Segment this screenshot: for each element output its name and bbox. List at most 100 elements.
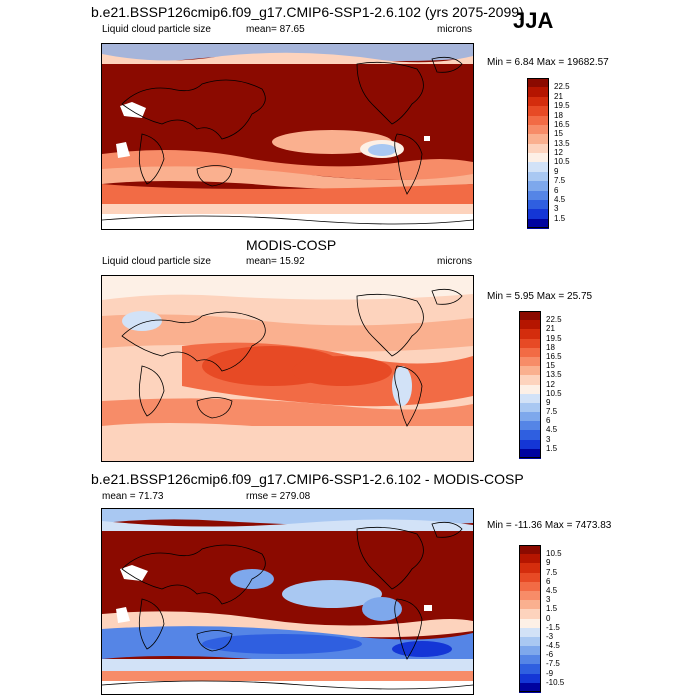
colorbar-swatch [519,448,541,459]
colorbar-tick-label: 15 [546,361,555,371]
colorbar-swatch [527,96,549,107]
colorbar-swatch [519,375,541,385]
colorbar-tick-label: 22.5 [546,315,562,325]
panel3-mean-label: mean = 71.73 [102,491,164,502]
colorbar-tick-label: 9 [546,558,551,568]
panel2-minmax: Min = 5.95 Max = 25.75 [487,291,593,302]
panel1-colorbar-frame [527,78,549,228]
colorbar-swatch [519,572,541,583]
panel3-colorbar: 10.5 9 7.5 6 4.5 3 1.5 0 -1.5 -3 -4.5 -6 -7.5 -9 -10.5 [519,545,579,693]
colorbar-swatch [519,682,541,693]
colorbar-swatch [519,421,541,431]
colorbar-tick-label: 0 [546,613,551,623]
colorbar-tick-label: 21 [546,324,555,334]
colorbar-swatch [519,347,541,358]
colorbar-swatch [527,124,549,135]
panel1-map-svg [102,44,473,229]
colorbar-tick-label: 6 [546,416,551,426]
colorbar-tick-label: 10.5 [546,388,562,398]
colorbar-tick-label: 13.5 [554,138,570,148]
colorbar-swatch [527,78,549,88]
panel3-map-svg [102,509,473,694]
panel1-left-label: Liquid cloud particle size [102,24,211,35]
colorbar-tick-label: 12 [554,148,563,157]
panel2-colorbar-frame [519,311,541,458]
colorbar-swatch [519,563,541,574]
colorbar-swatch [527,171,549,182]
colorbar-tick-label: 3 [546,595,551,605]
colorbar-tick-label: 4.5 [546,425,558,435]
colorbar-swatch [527,106,549,116]
panel3-colorbar-frame [519,545,541,692]
colorbar-swatch [519,655,541,665]
colorbar-tick-label: 1.5 [554,213,566,223]
colorbar-tick-label: 19.5 [546,333,562,343]
colorbar-tick-label: 6 [554,185,559,195]
colorbar-swatch [519,320,541,330]
panel1-colorbar: 22.5 21 19.5 18 16.5 15 13.5 12 10.5 9 7.5 6 4.5 3 1.5 [527,78,587,229]
colorbar-swatch [519,384,541,395]
colorbar-tick-label: 1.5 [546,443,558,453]
colorbar-tick-label: 10.5 [546,549,562,559]
colorbar-tick-label: 18 [554,110,563,120]
colorbar-swatch [519,646,541,656]
colorbar-tick-label: -1.5 [546,622,560,632]
colorbar-tick-label: 7.5 [546,567,558,577]
colorbar-swatch [519,636,541,647]
colorbar-tick-label: 16.5 [554,119,570,129]
colorbar-swatch [519,600,541,610]
colorbar-swatch [519,545,541,555]
colorbar-tick-label: 3 [546,434,551,444]
colorbar-swatch [519,554,541,564]
colorbar-tick-label: 4.5 [554,194,566,204]
panel1-map [101,43,474,230]
panel2-colorbar: 22.5 21 19.5 18 16.5 15 13.5 12 10.5 9 7.5 6 4.5 3 1.5 [519,311,579,459]
colorbar-tick-label: 6 [546,576,551,586]
colorbar-swatch [527,143,549,154]
panel2-left-label: Liquid cloud particle size [102,256,211,267]
panel2-units-label: microns [437,256,473,267]
colorbar-swatch [527,134,549,145]
panel1-title: b.e21.BSSP126cmip6.f09_g17.CMIP6-SSP1-2.… [91,4,524,20]
colorbar-swatch [519,664,541,675]
colorbar-tick-label: 7.5 [546,407,558,417]
colorbar-swatch [527,162,549,173]
panel3-minmax: Min = -11.36 Max = 7473.83 [487,520,612,531]
colorbar-swatch [527,218,549,229]
panel1-minmax: Min = 6.84 Max = 19682.57 [487,57,609,68]
panel3-title: b.e21.BSSP126cmip6.f09_g17.CMIP6-SSP1-2.… [91,471,524,487]
colorbar-tick-label: -7.5 [546,659,560,669]
colorbar-swatch [519,366,541,376]
colorbar-swatch [519,618,541,629]
colorbar-tick-label: -3 [546,631,554,641]
colorbar-swatch [519,439,541,450]
colorbar-tick-label: -9 [546,668,554,678]
colorbar-swatch [527,87,549,98]
colorbar-swatch [527,115,549,126]
colorbar-tick-label: 16.5 [546,351,562,361]
colorbar-swatch [519,311,541,321]
panel2-map-svg [102,276,473,461]
panel1-mean-label: mean= 87.65 [246,24,305,35]
colorbar-tick-label: 15 [554,129,563,139]
colorbar-swatch [519,609,541,619]
colorbar-tick-label: -6 [546,650,554,660]
colorbar-tick-label: 9 [554,166,559,176]
panel3-map [101,508,474,695]
colorbar-swatch [519,627,541,638]
colorbar-tick-label: 4.5 [546,585,558,595]
colorbar-tick-label: 12 [546,379,555,389]
colorbar-swatch [527,190,549,201]
colorbar-swatch [519,402,541,413]
colorbar-swatch [527,153,549,163]
season-label: JJA [513,8,554,33]
colorbar-tick-label: 10.5 [554,157,570,167]
colorbar-tick-label: 19.5 [554,101,570,111]
colorbar-tick-label: 1.5 [546,604,558,614]
colorbar-swatch [519,581,541,592]
panel2-mean-label: mean= 15.92 [246,256,305,267]
panel2-map [101,275,474,462]
colorbar-tick-label: -10.5 [546,677,565,687]
colorbar-swatch [519,338,541,349]
colorbar-swatch [519,393,541,404]
